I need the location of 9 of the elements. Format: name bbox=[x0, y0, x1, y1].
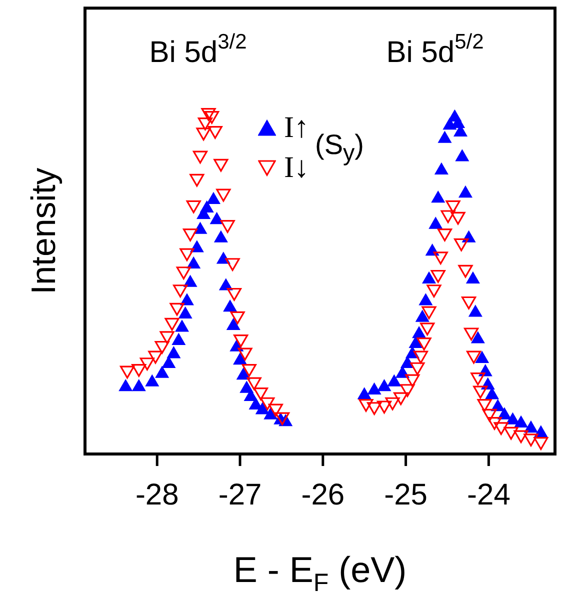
x-tick-label: -24 bbox=[467, 478, 510, 512]
legend-label: I↓ bbox=[284, 151, 309, 185]
legend-title: (S$_{y}$) bbox=[315, 129, 364, 167]
x-tick-label: -26 bbox=[301, 478, 345, 512]
x-tick-label: -28 bbox=[135, 478, 179, 512]
legend-label: I↑ bbox=[284, 111, 309, 145]
x-tick-label: -27 bbox=[218, 478, 262, 512]
x-tick-label: -25 bbox=[384, 478, 428, 512]
y-axis-title: Intensity bbox=[25, 168, 63, 294]
